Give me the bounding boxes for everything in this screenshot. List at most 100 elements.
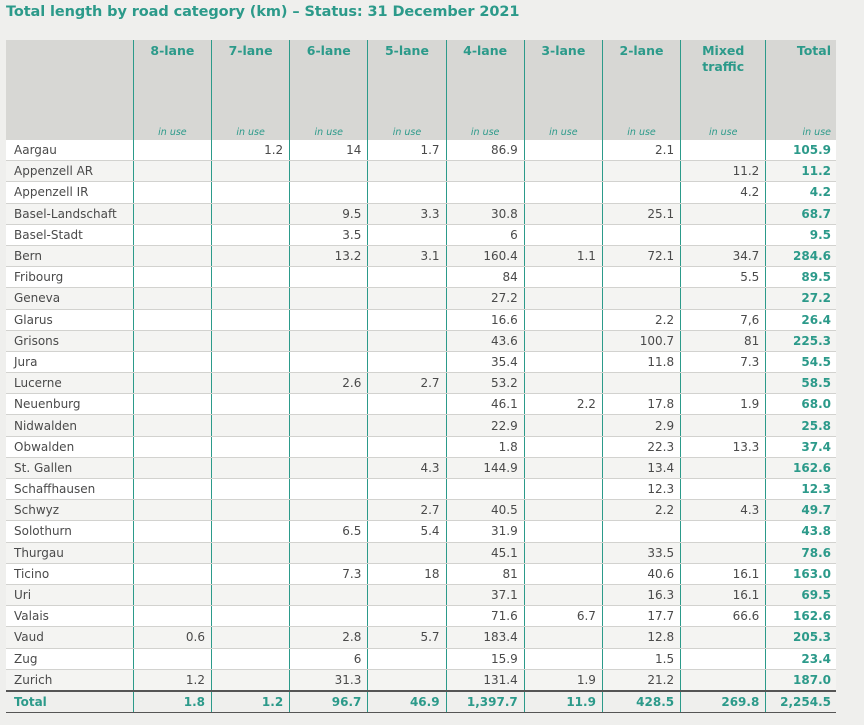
canton-name: Zurich (6, 669, 134, 692)
subheader-in-use: in use (445, 120, 525, 140)
header-blank (6, 40, 134, 120)
value-cell: 12.3 (601, 478, 681, 501)
value-cell (523, 372, 603, 395)
value-cell (289, 160, 368, 183)
total-cell: 1.8 (132, 689, 212, 713)
value-cell (601, 287, 681, 310)
value-cell (132, 605, 212, 628)
row-total-cell: 162.6 (765, 457, 836, 480)
canton-name: Bern (6, 245, 134, 268)
header-3-lane: 3-lane (523, 40, 603, 120)
canton-name: Thurgau (6, 542, 134, 564)
value-cell (132, 563, 212, 585)
value-cell: 2.9 (601, 414, 681, 437)
value-cell (367, 605, 447, 628)
value-cell: 1.1 (523, 245, 603, 268)
value-cell: 1.2 (132, 669, 212, 692)
value-cell: 34.7 (680, 245, 766, 268)
row-total-cell: 37.4 (765, 436, 836, 458)
row-total-cell: 105.9 (765, 140, 836, 162)
header-8-lane: 8-lane (132, 40, 212, 120)
value-cell (132, 542, 212, 564)
row-total-cell: 12.3 (765, 478, 836, 501)
table-row: Jura 35.4 11.8 7.3 54.5 (6, 351, 836, 374)
table-row: Solothurn 6.5 5.4 31.9 43.8 (6, 520, 836, 543)
value-cell: 4.3 (367, 457, 447, 480)
total-cell: 428.5 (601, 689, 681, 713)
subheader-in-use: in use (210, 120, 290, 140)
value-cell (132, 245, 212, 268)
value-cell (289, 287, 368, 310)
value-cell: 45.1 (445, 542, 525, 564)
table-row: Geneva 27.2 27.2 (6, 287, 836, 310)
row-total-cell: 49.7 (765, 499, 836, 522)
value-cell: 2.1 (601, 140, 681, 162)
value-cell (680, 287, 766, 310)
value-cell: 5.4 (367, 520, 447, 543)
value-cell (680, 542, 766, 564)
value-cell (367, 648, 447, 670)
value-cell (367, 309, 447, 331)
value-cell (523, 542, 603, 564)
road-length-table: 8-lane 7-lane 6-lane 5-lane 4-lane 3-lan… (6, 40, 836, 713)
value-cell (289, 266, 368, 289)
value-cell: 5.7 (367, 626, 447, 649)
row-total-cell: 11.2 (765, 160, 836, 183)
value-cell (132, 330, 212, 352)
row-total-cell: 43.8 (765, 520, 836, 543)
value-cell (523, 563, 603, 585)
canton-name: Nidwalden (6, 414, 134, 437)
value-cell: 30.8 (445, 203, 525, 225)
canton-name: Appenzell IR (6, 181, 134, 204)
value-cell (210, 330, 290, 352)
table-row: Zug 6 15.9 1.5 23.4 (6, 648, 836, 670)
value-cell: 16.6 (445, 309, 525, 331)
table-body: Aargau 1.2 14 1.7 86.9 2.1 105.9 Appenzell AR 11… (6, 140, 836, 692)
value-cell (367, 478, 447, 501)
value-cell: 13.3 (680, 436, 766, 458)
value-cell: 31.3 (289, 669, 368, 692)
subheader-in-use: in use (680, 120, 766, 140)
row-total-cell: 68.7 (765, 203, 836, 225)
value-cell: 71.6 (445, 605, 525, 628)
value-cell (132, 224, 212, 246)
value-cell: 160.4 (445, 245, 525, 268)
value-cell: 22.9 (445, 414, 525, 437)
table-row: Fribourg 84 5.5 89.5 (6, 266, 836, 289)
value-cell (132, 457, 212, 480)
value-cell (132, 436, 212, 458)
table-row: Obwalden 1.8 22.3 13.3 37.4 (6, 436, 836, 458)
value-cell (210, 605, 290, 628)
value-cell: 7,6 (680, 309, 766, 331)
value-cell (523, 266, 603, 289)
value-cell: 15.9 (445, 648, 525, 670)
value-cell: 22.3 (601, 436, 681, 458)
value-cell (601, 181, 681, 204)
value-cell (680, 203, 766, 225)
subheader-row: in use in use in use in use in use in us… (6, 120, 836, 140)
value-cell (367, 224, 447, 246)
value-cell (367, 584, 447, 607)
value-cell: 1.8 (445, 436, 525, 458)
value-cell (523, 330, 603, 352)
subheader-in-use: in use (132, 120, 212, 140)
value-cell (132, 309, 212, 331)
subheader-in-use: in use (523, 120, 603, 140)
subheader-blank (6, 120, 134, 140)
value-cell: 9.5 (289, 203, 368, 225)
value-cell: 13.2 (289, 245, 368, 268)
value-cell (289, 499, 368, 522)
value-cell (210, 287, 290, 310)
value-cell (367, 542, 447, 564)
value-cell: 66.6 (680, 605, 766, 628)
value-cell: 0.6 (132, 626, 212, 649)
value-cell: 31.9 (445, 520, 525, 543)
canton-name: Schaffhausen (6, 478, 134, 501)
canton-name: Lucerne (6, 372, 134, 395)
value-cell: 53.2 (445, 372, 525, 395)
row-total-cell: 54.5 (765, 351, 836, 374)
value-cell (132, 520, 212, 543)
row-total-cell: 69.5 (765, 584, 836, 607)
value-cell (210, 584, 290, 607)
value-cell: 2.7 (367, 372, 447, 395)
